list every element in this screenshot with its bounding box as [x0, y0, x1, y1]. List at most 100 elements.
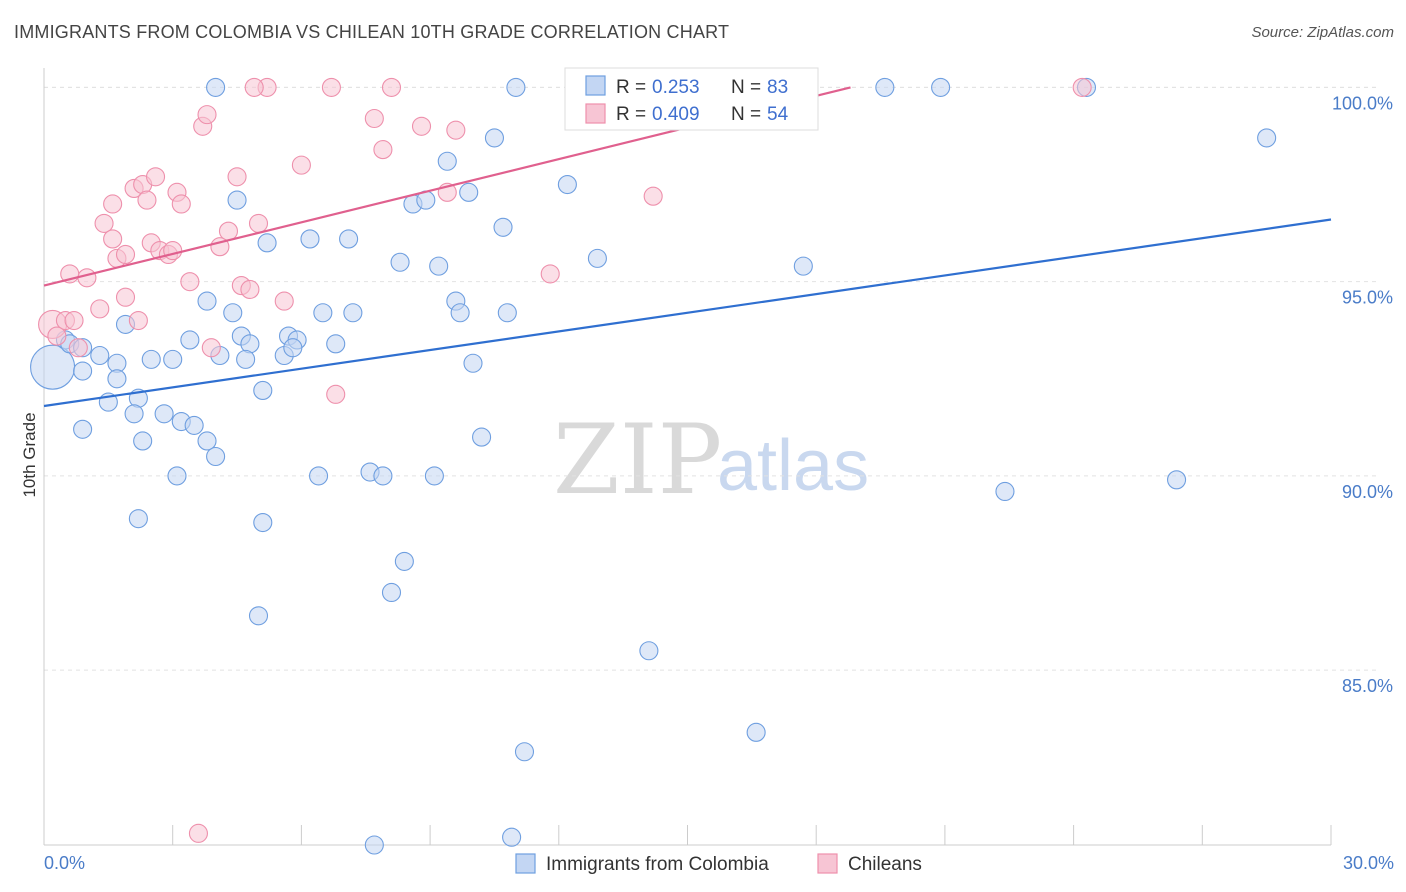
colombia-point [459, 182, 479, 202]
chileans-point [197, 105, 217, 125]
colombia-point [73, 361, 93, 381]
colombia-point [236, 349, 256, 369]
colombia-point [463, 353, 483, 373]
chileans-point [240, 279, 260, 299]
colombia-point [248, 606, 269, 626]
chileans-point [171, 194, 191, 214]
colombia-point [394, 551, 414, 571]
chileans-point [1072, 77, 1092, 97]
chileans-point [326, 384, 346, 404]
chileans-point [643, 186, 663, 206]
series-legend: Immigrants from Colombia Chileans [515, 853, 922, 875]
colombia-point [1257, 128, 1277, 148]
colombia-point [381, 582, 402, 603]
chileans-point [103, 194, 123, 214]
y-tick-label: 90.0% [1342, 482, 1393, 502]
colombia-point [587, 248, 607, 268]
colombia-point [746, 722, 766, 742]
watermark-zip: ZIP [553, 404, 722, 516]
colombia-point [506, 77, 526, 97]
colombia-point [197, 431, 217, 451]
y-tick-label: 85.0% [1342, 676, 1393, 696]
legend-n-label-1: N = [731, 77, 761, 98]
chileans-point [47, 326, 67, 346]
legend-r-label-1: R = [616, 77, 646, 98]
chileans-point [94, 213, 114, 233]
chileans-point [248, 213, 269, 233]
chileans-point [115, 287, 136, 307]
colombia-point [793, 256, 813, 276]
colombia-point [283, 338, 303, 358]
colombia-point [257, 233, 277, 253]
colombia-point [163, 349, 183, 369]
stats-legend-box [564, 67, 819, 131]
chileans-point [381, 77, 402, 97]
colombia-trend-line [43, 218, 1332, 408]
colombia-point [167, 466, 187, 486]
chileans-point [163, 241, 183, 261]
colombia-point [128, 509, 148, 529]
series-legend-swatch-chileans [817, 853, 838, 874]
colombia-point [107, 369, 127, 389]
chileans-point [540, 264, 560, 284]
chileans-point [90, 299, 110, 319]
chileans-point [321, 77, 341, 97]
legend-n-label-2: N = [731, 104, 761, 125]
colombia-point [73, 419, 93, 439]
colombia-point [124, 404, 144, 424]
chileans-point [291, 155, 311, 175]
colombia-point [429, 256, 449, 276]
colombia-point [90, 345, 110, 366]
chileans-point [68, 338, 88, 358]
colombia-point [931, 77, 951, 97]
chileans-point [77, 268, 97, 288]
colombia-point [639, 641, 659, 661]
colombia-point [1167, 470, 1187, 490]
axes [43, 68, 1332, 846]
colombia-point [326, 334, 346, 354]
chileans-point [128, 310, 148, 331]
colombia-point [253, 512, 273, 533]
colombia-point [184, 415, 204, 435]
chileans-point [373, 140, 393, 160]
colombia-point [557, 175, 577, 195]
chileans-point [218, 221, 239, 241]
colombia-point [197, 291, 217, 311]
y-tick-labels: 100.0% 95.0% 90.0% 85.0% [1332, 93, 1393, 696]
colombia-point [493, 217, 513, 237]
legend-n-value-1: 83 [767, 77, 788, 98]
chileans-point [103, 229, 123, 249]
colombia-point [313, 303, 333, 323]
colombia-point [133, 431, 153, 451]
colombia-point [154, 404, 174, 424]
chileans-point [145, 167, 166, 187]
colombia-point [300, 229, 320, 249]
series-legend-label-colombia: Immigrants from Colombia [546, 854, 769, 875]
colombia-point [484, 128, 505, 148]
colombia-point [502, 827, 522, 847]
colombia-point [995, 481, 1015, 502]
colombia-point [373, 466, 393, 486]
y-tick-label: 95.0% [1342, 288, 1393, 308]
legend-r-value-2: 0.409 [652, 104, 700, 125]
colombia-point [514, 742, 535, 762]
colombia-point [227, 190, 247, 210]
legend-r-label-2: R = [616, 104, 646, 125]
series-legend-swatch-colombia [515, 853, 536, 874]
colombia-point [364, 835, 384, 855]
colombia-point [497, 303, 517, 323]
legend-swatch-chileans [585, 103, 606, 124]
colombia-point [253, 380, 273, 401]
chileans-point [244, 77, 264, 97]
watermark-atlas: atlas [717, 426, 869, 506]
chileans-point [64, 310, 84, 331]
colombia-point [390, 252, 410, 272]
colombia-point [223, 303, 243, 323]
colombia-point [339, 229, 359, 249]
chileans-point [201, 338, 221, 358]
chileans-point [227, 167, 247, 187]
source-label: Source: ZipAtlas.com [1251, 24, 1394, 41]
legend-swatch-colombia [585, 75, 606, 96]
colombia-point [472, 427, 492, 447]
colombia-point [141, 349, 161, 369]
